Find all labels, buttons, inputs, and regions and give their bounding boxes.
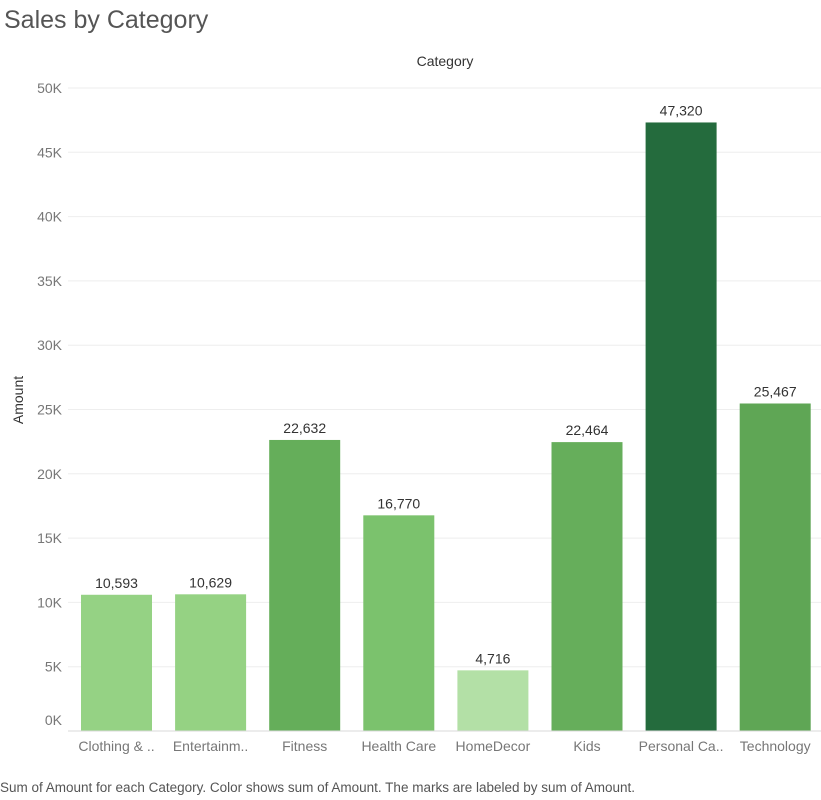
- category-labels: Clothing & .. Entertainm.. Fitness Health C…: [78, 738, 810, 754]
- category-label: Personal Ca..: [639, 738, 724, 754]
- y-tick-label: 20K: [37, 466, 63, 482]
- column-header: Category: [417, 53, 474, 69]
- y-tick-label: 15K: [37, 530, 63, 546]
- bar: [269, 439, 341, 731]
- category-label: Entertainm..: [173, 738, 248, 754]
- category-label: Clothing & ..: [78, 738, 154, 754]
- bars: [81, 122, 811, 732]
- bar-value-label: 4,716: [475, 650, 510, 666]
- bar-value-label: 22,464: [566, 422, 609, 438]
- bar-value-label: 10,629: [189, 574, 232, 590]
- y-tick-label: 0K: [45, 712, 63, 728]
- bar: [175, 594, 247, 731]
- value-labels: 10,593 10,629 22,632 16,770 4,716 22,464 47,32…: [95, 102, 797, 666]
- y-axis-ticks: 0K 5K 10K 15K 20K 25K 30K 35K 40K 45K 50K: [37, 80, 63, 728]
- category-label: Health Care: [361, 738, 436, 754]
- y-tick-label: 5K: [45, 659, 63, 675]
- chart-title: Sales by Category: [4, 6, 209, 34]
- bar: [645, 122, 717, 732]
- y-tick-label: 10K: [37, 594, 63, 610]
- y-axis-title: Amount: [10, 376, 26, 424]
- category-label: Fitness: [282, 738, 327, 754]
- bar-value-label: 16,770: [377, 495, 420, 511]
- y-tick-label: 30K: [37, 337, 63, 353]
- y-tick-label: 50K: [37, 80, 63, 96]
- bar-chart: Category Amount 0K 5K 10K 15K 20K 25K 30K 35K 40…: [10, 53, 821, 754]
- category-label: Kids: [573, 738, 600, 754]
- y-tick-label: 40K: [37, 209, 63, 225]
- bar: [457, 670, 529, 731]
- chart-footnote: Sum of Amount for each Category. Color s…: [0, 780, 636, 795]
- bar: [363, 515, 435, 731]
- y-tick-label: 25K: [37, 402, 63, 418]
- y-tick-label: 35K: [37, 273, 63, 289]
- bar-value-label: 10,593: [95, 575, 138, 591]
- bar-value-label: 22,632: [283, 420, 326, 436]
- bar-value-label: 47,320: [660, 102, 703, 118]
- bar: [81, 594, 152, 731]
- category-label: Technology: [740, 738, 811, 754]
- bar: [551, 442, 623, 731]
- bar: [739, 403, 811, 731]
- bar-value-label: 25,467: [754, 383, 797, 399]
- y-tick-label: 45K: [37, 144, 63, 160]
- category-label: HomeDecor: [456, 738, 531, 754]
